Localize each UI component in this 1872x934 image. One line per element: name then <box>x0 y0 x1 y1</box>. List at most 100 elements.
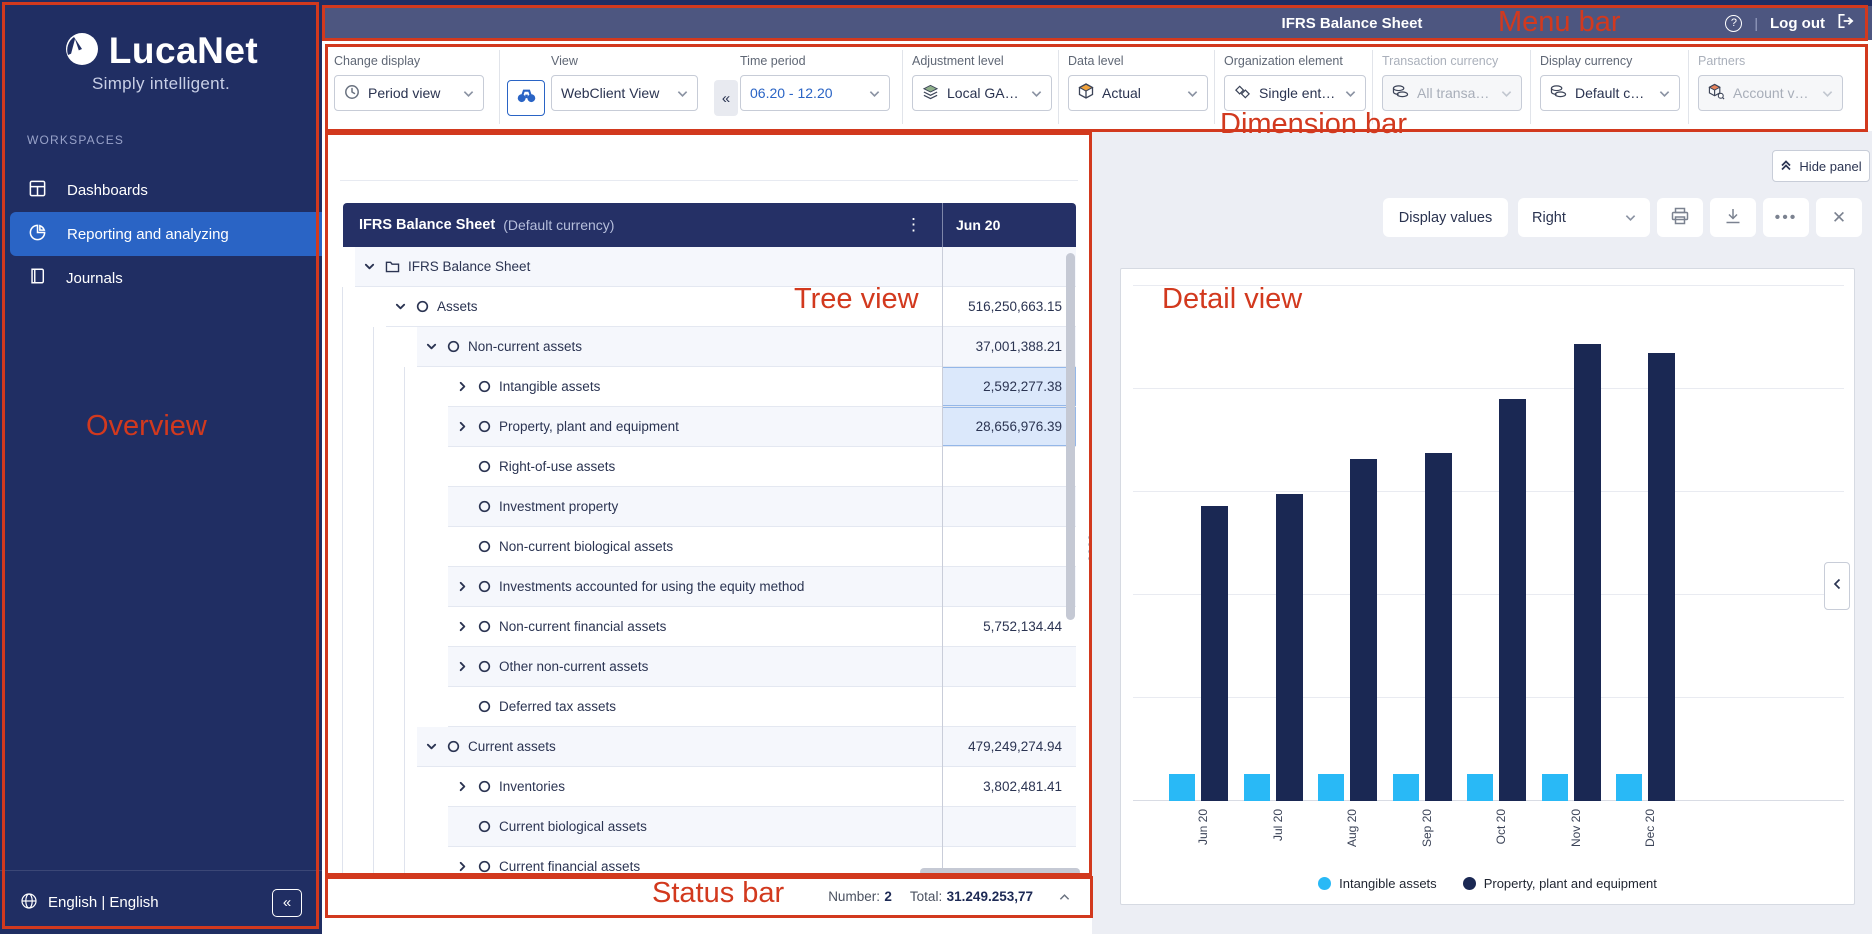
tree-row[interactable]: Current biological assets <box>343 807 1076 847</box>
bar-intangible-assets[interactable] <box>1392 774 1419 801</box>
cell-value[interactable] <box>942 647 1076 686</box>
logout-icon[interactable] <box>1837 13 1856 34</box>
legend-item[interactable]: Intangible assets <box>1318 876 1437 891</box>
cell-value[interactable]: 37,001,388.21 <box>975 339 1062 354</box>
organization-element-dropdown[interactable]: Single ent… <box>1224 75 1366 111</box>
bar-intangible-assets[interactable] <box>1169 774 1195 801</box>
chevron-down-icon[interactable] <box>361 261 377 272</box>
change-display-dropdown[interactable]: Period view <box>334 75 484 111</box>
cell-value[interactable]: 3,802,481.41 <box>983 779 1062 794</box>
bar-property-plant-and-equipment[interactable] <box>1573 343 1601 801</box>
sidebar-item-journals[interactable]: Journals <box>0 256 322 300</box>
tree-row[interactable]: Other non-current assets <box>343 647 1076 687</box>
chevron-right-icon[interactable] <box>454 581 470 592</box>
cell-value[interactable]: 2,592,277.38 <box>942 367 1076 406</box>
close-panel-button[interactable]: ✕ <box>1816 198 1862 237</box>
tree-row[interactable]: Deferred tax assets <box>343 687 1076 727</box>
bar-intangible-assets[interactable] <box>1467 774 1493 801</box>
sidebar-item-reporting[interactable]: Reporting and analyzing <box>10 212 322 256</box>
field-label: Organization element <box>1224 54 1343 68</box>
cell-value[interactable] <box>942 567 1076 606</box>
bar-intangible-assets[interactable] <box>1541 774 1568 801</box>
cell-value[interactable]: 5,752,134.44 <box>983 619 1062 634</box>
sidebar-collapse-button[interactable]: « <box>272 888 302 917</box>
column-header-jun-20[interactable]: Jun 20 <box>942 203 1076 247</box>
more-options-button[interactable]: ••• <box>1763 198 1809 237</box>
dimension-collapse-button[interactable]: « <box>714 80 738 116</box>
vertical-scrollbar[interactable] <box>1066 253 1075 620</box>
expand-panel-handle[interactable] <box>1824 562 1850 610</box>
tree-row[interactable]: Inventories 3,802,481.41 <box>343 767 1076 807</box>
print-button[interactable] <box>1657 198 1703 237</box>
tree-row[interactable]: IFRS Balance Sheet <box>343 247 1076 287</box>
cell-value[interactable]: 28,656,976.39 <box>942 407 1076 446</box>
chevron-right-icon[interactable] <box>454 421 470 432</box>
help-icon[interactable]: ? <box>1725 14 1743 32</box>
bar-intangible-assets[interactable] <box>1318 774 1344 801</box>
hide-panel-button[interactable]: Hide panel <box>1772 150 1870 182</box>
chevron-down-icon[interactable] <box>423 741 439 752</box>
journal-icon <box>28 267 46 289</box>
tree-row[interactable]: Right-of-use assets <box>343 447 1076 487</box>
sidebar-item-dashboards[interactable]: Dashboards <box>0 168 322 212</box>
close-icon: ✕ <box>1831 207 1847 227</box>
table-header: IFRS Balance Sheet (Default currency) ⋮ … <box>343 203 1076 247</box>
bar-intangible-assets[interactable] <box>1616 774 1642 801</box>
search-view-button[interactable] <box>507 80 545 116</box>
kebab-menu-icon[interactable]: ⋮ <box>905 215 922 234</box>
bar-property-plant-and-equipment[interactable] <box>1424 452 1452 801</box>
chevron-right-icon[interactable] <box>454 781 470 792</box>
logout-button[interactable]: Log out <box>1770 14 1825 32</box>
bar-property-plant-and-equipment[interactable] <box>1275 494 1303 801</box>
chevron-right-icon[interactable] <box>454 861 470 872</box>
legend-item[interactable]: Property, plant and equipment <box>1462 876 1657 891</box>
circle-icon <box>416 300 429 313</box>
bar-property-plant-and-equipment[interactable] <box>1499 399 1526 801</box>
tree-row[interactable]: Non-current financial assets 5,752,134.44 <box>343 607 1076 647</box>
x-axis-tick-label: Nov 20 <box>1568 809 1583 848</box>
cell-value[interactable]: 479,249,274.94 <box>968 739 1062 754</box>
data-level-dropdown[interactable]: Actual <box>1068 75 1208 111</box>
adjustment-level-dropdown[interactable]: Local GA… <box>912 75 1052 111</box>
chevron-down-icon[interactable] <box>423 341 439 352</box>
tree-row[interactable]: Investments accounted for using the equi… <box>343 567 1076 607</box>
tree-row[interactable]: Intangible assets 2,592,277.38 <box>343 367 1076 407</box>
time-period-dropdown[interactable]: 06.20 - 12.20 <box>740 75 890 111</box>
tree-row[interactable]: Current assets 479,249,274.94 <box>343 727 1076 767</box>
cell-value[interactable] <box>942 447 1076 486</box>
tree-view-panel: IFRS Balance Sheet (Default currency) ⋮ … <box>322 131 1096 934</box>
view-dropdown[interactable]: WebClient View <box>551 75 698 111</box>
cell-value[interactable] <box>942 487 1076 526</box>
display-values-button[interactable]: Display values <box>1383 198 1508 237</box>
divider <box>1058 50 1059 124</box>
chart-plot: Jun 20 Jul 20 Aug 20 Sep 20 Oct 20 Nov 20 Dec … <box>1133 285 1844 847</box>
horizontal-scrollbar[interactable] <box>920 868 1080 876</box>
tree-row[interactable]: Non-current assets 37,001,388.21 <box>343 327 1076 367</box>
chevron-right-icon[interactable] <box>454 381 470 392</box>
gridline <box>1133 285 1844 286</box>
language-selector[interactable]: English | English <box>48 894 159 911</box>
cell-value[interactable] <box>942 807 1076 846</box>
bar-property-plant-and-equipment[interactable] <box>1201 505 1228 801</box>
field-transaction-currency: Transaction currency All transa… <box>1382 54 1522 111</box>
field-label: Change display <box>334 54 421 68</box>
bar-property-plant-and-equipment[interactable] <box>1648 352 1675 801</box>
cell-value[interactable] <box>942 527 1076 566</box>
tree-row[interactable]: Investment property <box>343 487 1076 527</box>
tree-row[interactable]: Property, plant and equipment 28,656,976.… <box>343 407 1076 447</box>
bar-intangible-assets[interactable] <box>1243 774 1270 801</box>
chevron-up-icon[interactable] <box>1059 893 1070 901</box>
display-currency-dropdown[interactable]: Default c… <box>1540 75 1680 111</box>
chevron-right-icon[interactable] <box>454 621 470 632</box>
tree-row[interactable]: Assets 516,250,663.15 <box>343 287 1076 327</box>
download-button[interactable] <box>1710 198 1756 237</box>
cell-value[interactable] <box>942 247 1076 286</box>
legend-position-dropdown[interactable]: Right <box>1518 198 1650 237</box>
cell-value[interactable] <box>942 687 1076 726</box>
chevron-down-icon[interactable] <box>392 301 408 312</box>
chevron-right-icon[interactable] <box>454 661 470 672</box>
menu-bar: IFRS Balance Sheet ? | Log out <box>322 6 1872 40</box>
bar-property-plant-and-equipment[interactable] <box>1350 459 1377 801</box>
cell-value[interactable]: 516,250,663.15 <box>968 299 1062 314</box>
tree-row[interactable]: Non-current biological assets <box>343 527 1076 567</box>
